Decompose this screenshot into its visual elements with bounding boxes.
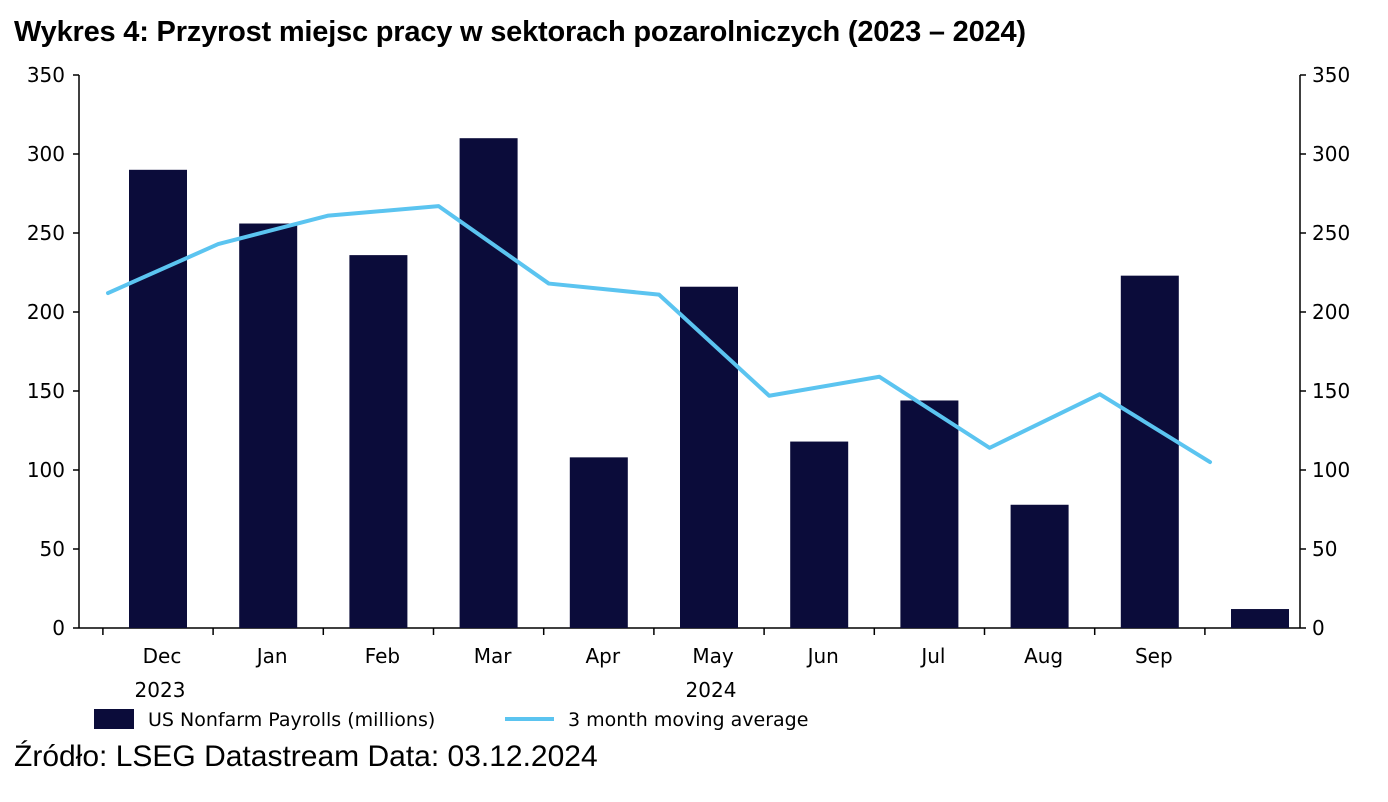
x-tick-label: Mar bbox=[474, 644, 513, 668]
x-tick-label: Aug bbox=[1024, 644, 1063, 668]
bar bbox=[1120, 275, 1179, 628]
chart-svg: 0 0 50 50 100 100 150 150 200 200 250 250 300 300 350 3… bbox=[27, 63, 1350, 731]
chart-title: Wykres 4: Przyrost miejsc pracy w sektor… bbox=[14, 16, 1026, 48]
bar bbox=[569, 457, 628, 628]
y-tick-label-right: 150 bbox=[1312, 379, 1350, 403]
legend-label-bar: US Nonfarm Payrolls (millions) bbox=[148, 709, 435, 731]
bar bbox=[459, 138, 518, 628]
y-tick-label-left: 250 bbox=[27, 221, 65, 245]
bar bbox=[680, 286, 738, 628]
x-tick-label: Feb bbox=[365, 644, 400, 668]
bar bbox=[129, 169, 187, 629]
legend-swatch-bar bbox=[94, 709, 134, 729]
line-series bbox=[106, 204, 1212, 465]
x-tick-label: Jan bbox=[255, 644, 288, 668]
y-tick-label-right: 200 bbox=[1312, 300, 1350, 324]
legend-label-line: 3 month moving average bbox=[568, 709, 808, 731]
y-tick-label-left: 150 bbox=[27, 379, 65, 403]
x-tick-label: Sep bbox=[1135, 644, 1173, 668]
x-tick-label: Jul bbox=[919, 644, 945, 668]
y-tick-label-left: 50 bbox=[40, 537, 65, 561]
bar bbox=[1231, 609, 1289, 628]
moving-average-line bbox=[106, 204, 1212, 465]
y-tick-label-right: 350 bbox=[1312, 63, 1350, 87]
y-tick-label-left: 100 bbox=[27, 458, 65, 482]
bar bbox=[790, 441, 849, 628]
y-tick-label-right: 50 bbox=[1312, 537, 1337, 561]
bar-series bbox=[129, 138, 1289, 629]
x-year-label: 2023 bbox=[135, 678, 186, 702]
source-note: Źródło: LSEG Datastream Data: 03.12.2024 bbox=[14, 740, 598, 773]
y-tick-label-left: 0 bbox=[52, 616, 65, 640]
y-tick-label-right: 250 bbox=[1312, 221, 1350, 245]
x-tick-label: Apr bbox=[585, 644, 620, 668]
legend: US Nonfarm Payrolls (millions) 3 month mo… bbox=[94, 709, 808, 731]
bar bbox=[1010, 504, 1069, 628]
x-tick-label: Jun bbox=[806, 644, 839, 668]
bar bbox=[900, 400, 959, 628]
x-tick-label: May bbox=[692, 644, 734, 668]
x-tick-label: Dec bbox=[143, 644, 182, 668]
y-tick-label-left: 200 bbox=[27, 300, 65, 324]
x-year-label: 2024 bbox=[686, 678, 737, 702]
y-tick-label-left: 350 bbox=[27, 63, 65, 87]
y-tick-label-left: 300 bbox=[27, 142, 65, 166]
y-tick-label-right: 300 bbox=[1312, 142, 1350, 166]
y-tick-label-right: 100 bbox=[1312, 458, 1350, 482]
x-axis-labels: Dec Jan Feb Mar Apr May Jun Jul Aug Sep 2023 2024 bbox=[135, 644, 1173, 702]
bar bbox=[349, 255, 408, 628]
y-tick-label-right: 0 bbox=[1312, 616, 1325, 640]
bar bbox=[239, 223, 298, 628]
